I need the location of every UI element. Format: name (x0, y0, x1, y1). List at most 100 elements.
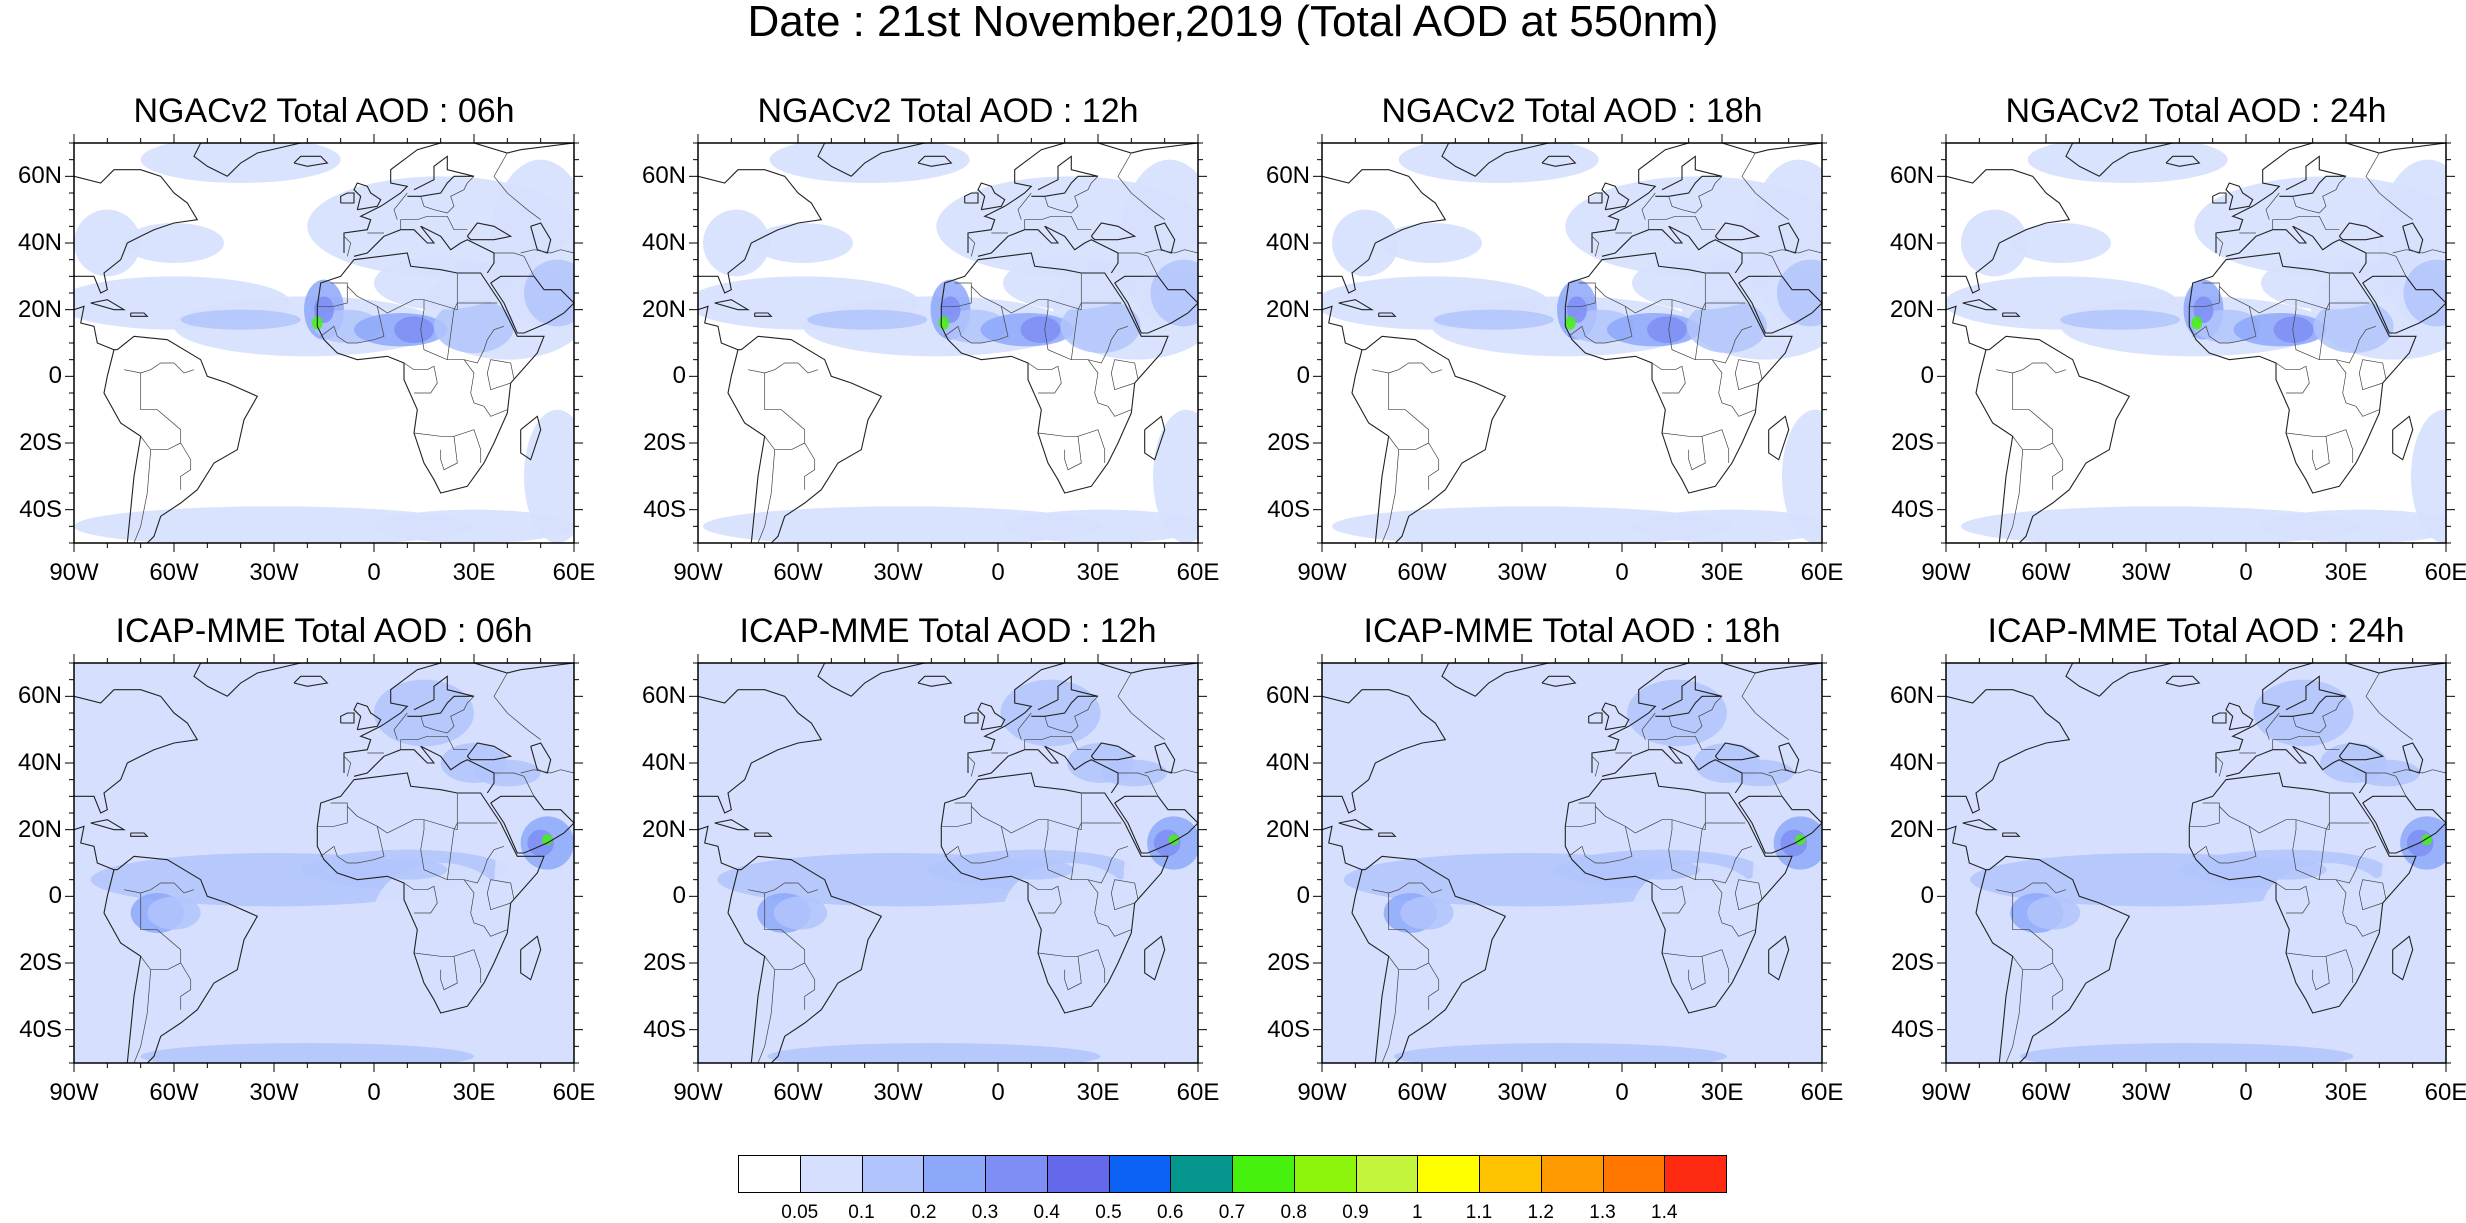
aod-region (524, 410, 591, 543)
colorbar-swatch (1232, 1155, 1295, 1193)
y-tick-label: 40N (1266, 751, 1310, 775)
colorbar-label: 0.5 (1079, 1203, 1139, 1223)
y-tick-label: 40S (1891, 1018, 1934, 1042)
aod-region (1777, 260, 1844, 327)
y-tick-label: 20N (642, 818, 686, 842)
y-tick-label: 0 (49, 364, 62, 388)
colorbar-swatch (862, 1155, 925, 1193)
y-tick-label: 60N (1266, 684, 1310, 708)
aod-region (2027, 896, 2080, 929)
x-tick-label: 30E (1682, 561, 1762, 585)
x-tick-label: 60W (1382, 1081, 1462, 1105)
x-tick-label: 30E (434, 561, 514, 585)
x-tick-label: 30W (234, 561, 314, 585)
panel-title: ICAP-MME Total AOD : 12h (638, 611, 1258, 651)
aod-region (67, 653, 147, 773)
x-tick-label: 60E (2406, 561, 2466, 585)
aod-region (939, 316, 950, 329)
x-tick-label: 90W (658, 561, 738, 585)
y-tick-label: 20N (18, 818, 62, 842)
x-tick-label: 0 (958, 561, 1038, 585)
x-tick-label: 60W (2006, 1081, 2086, 1105)
aod-region (1382, 223, 1482, 263)
x-tick-label: 30W (234, 1081, 314, 1105)
aod-map (698, 663, 1198, 1063)
aod-field (1954, 653, 2466, 1070)
aod-region (2274, 316, 2314, 343)
colorbar-swatch (1356, 1155, 1419, 1193)
y-tick-label: 20S (19, 431, 62, 455)
aod-region (1565, 316, 1576, 329)
aod-region (774, 896, 827, 929)
x-tick-label: 30W (2106, 561, 2186, 585)
x-tick-label: 60E (1782, 1081, 1862, 1105)
colorbar-label: 1.4 (1634, 1203, 1694, 1223)
colorbar-label: 0.7 (1202, 1203, 1262, 1223)
aod-region (181, 310, 301, 330)
panel-title: NGACv2 Total AOD : 24h (1886, 91, 2466, 131)
aod-map (1322, 143, 1822, 543)
y-tick-label: 40S (1267, 498, 1310, 522)
y-tick-label: 20N (1266, 298, 1310, 322)
y-tick-label: 20S (1267, 431, 1310, 455)
y-tick-label: 40N (1266, 231, 1310, 255)
aod-field (696, 653, 1219, 1070)
y-tick-label: 0 (1921, 364, 1934, 388)
x-tick-label: 90W (34, 561, 114, 585)
aod-region (151, 746, 231, 779)
x-tick-label: 0 (958, 1081, 1038, 1105)
colorbar-label: 1 (1387, 1203, 1447, 1223)
aod-map (74, 143, 574, 543)
x-tick-label: 60E (1158, 1081, 1238, 1105)
y-tick-label: 40N (1890, 751, 1934, 775)
aod-region (2192, 316, 2203, 329)
y-tick-label: 0 (673, 884, 686, 908)
aod-map (1946, 143, 2446, 543)
x-tick-label: 60W (758, 561, 838, 585)
x-tick-label: 30W (858, 1081, 938, 1105)
colorbar-swatch (1109, 1155, 1172, 1193)
y-tick-label: 20S (19, 951, 62, 975)
x-tick-label: 0 (334, 561, 414, 585)
colorbar-label: 0.05 (770, 1203, 830, 1223)
aod-region (753, 223, 853, 263)
x-tick-label: 30W (1482, 1081, 1562, 1105)
colorbar-swatch (1479, 1155, 1542, 1193)
aod-region (696, 653, 776, 773)
y-tick-label: 60N (1890, 164, 1934, 188)
colorbar-swatch (1170, 1155, 1233, 1193)
x-tick-label: 0 (2206, 1081, 2286, 1105)
colorbar-label: 0.1 (832, 1203, 892, 1223)
y-tick-label: 40N (1890, 231, 1934, 255)
x-tick-label: 60E (534, 1081, 614, 1105)
x-tick-label: 90W (1906, 561, 1986, 585)
y-tick-label: 20S (1267, 951, 1310, 975)
y-tick-label: 60N (1890, 684, 1934, 708)
x-tick-label: 30E (1058, 561, 1138, 585)
x-tick-label: 90W (658, 1081, 738, 1105)
x-tick-label: 90W (1906, 1081, 1986, 1105)
y-tick-label: 20N (1890, 298, 1934, 322)
panel-title: NGACv2 Total AOD : 18h (1262, 91, 1882, 131)
colorbar-swatch (1417, 1155, 1480, 1193)
y-tick-label: 20N (1890, 818, 1934, 842)
aod-region (1400, 896, 1453, 929)
y-tick-label: 60N (642, 164, 686, 188)
y-tick-label: 20S (1891, 431, 1934, 455)
aod-region (2038, 746, 2118, 779)
x-tick-label: 0 (2206, 561, 2286, 585)
aod-region (1021, 316, 1061, 343)
colorbar-label: 1.1 (1449, 1203, 1509, 1223)
colorbar-label: 0.8 (1264, 1203, 1324, 1223)
y-tick-label: 20S (643, 431, 686, 455)
colorbar-label: 0.3 (955, 1203, 1015, 1223)
y-tick-label: 40S (643, 1018, 686, 1042)
x-tick-label: 60W (1382, 561, 1462, 585)
panel-title: ICAP-MME Total AOD : 18h (1262, 611, 1882, 651)
x-tick-label: 60E (1158, 561, 1238, 585)
